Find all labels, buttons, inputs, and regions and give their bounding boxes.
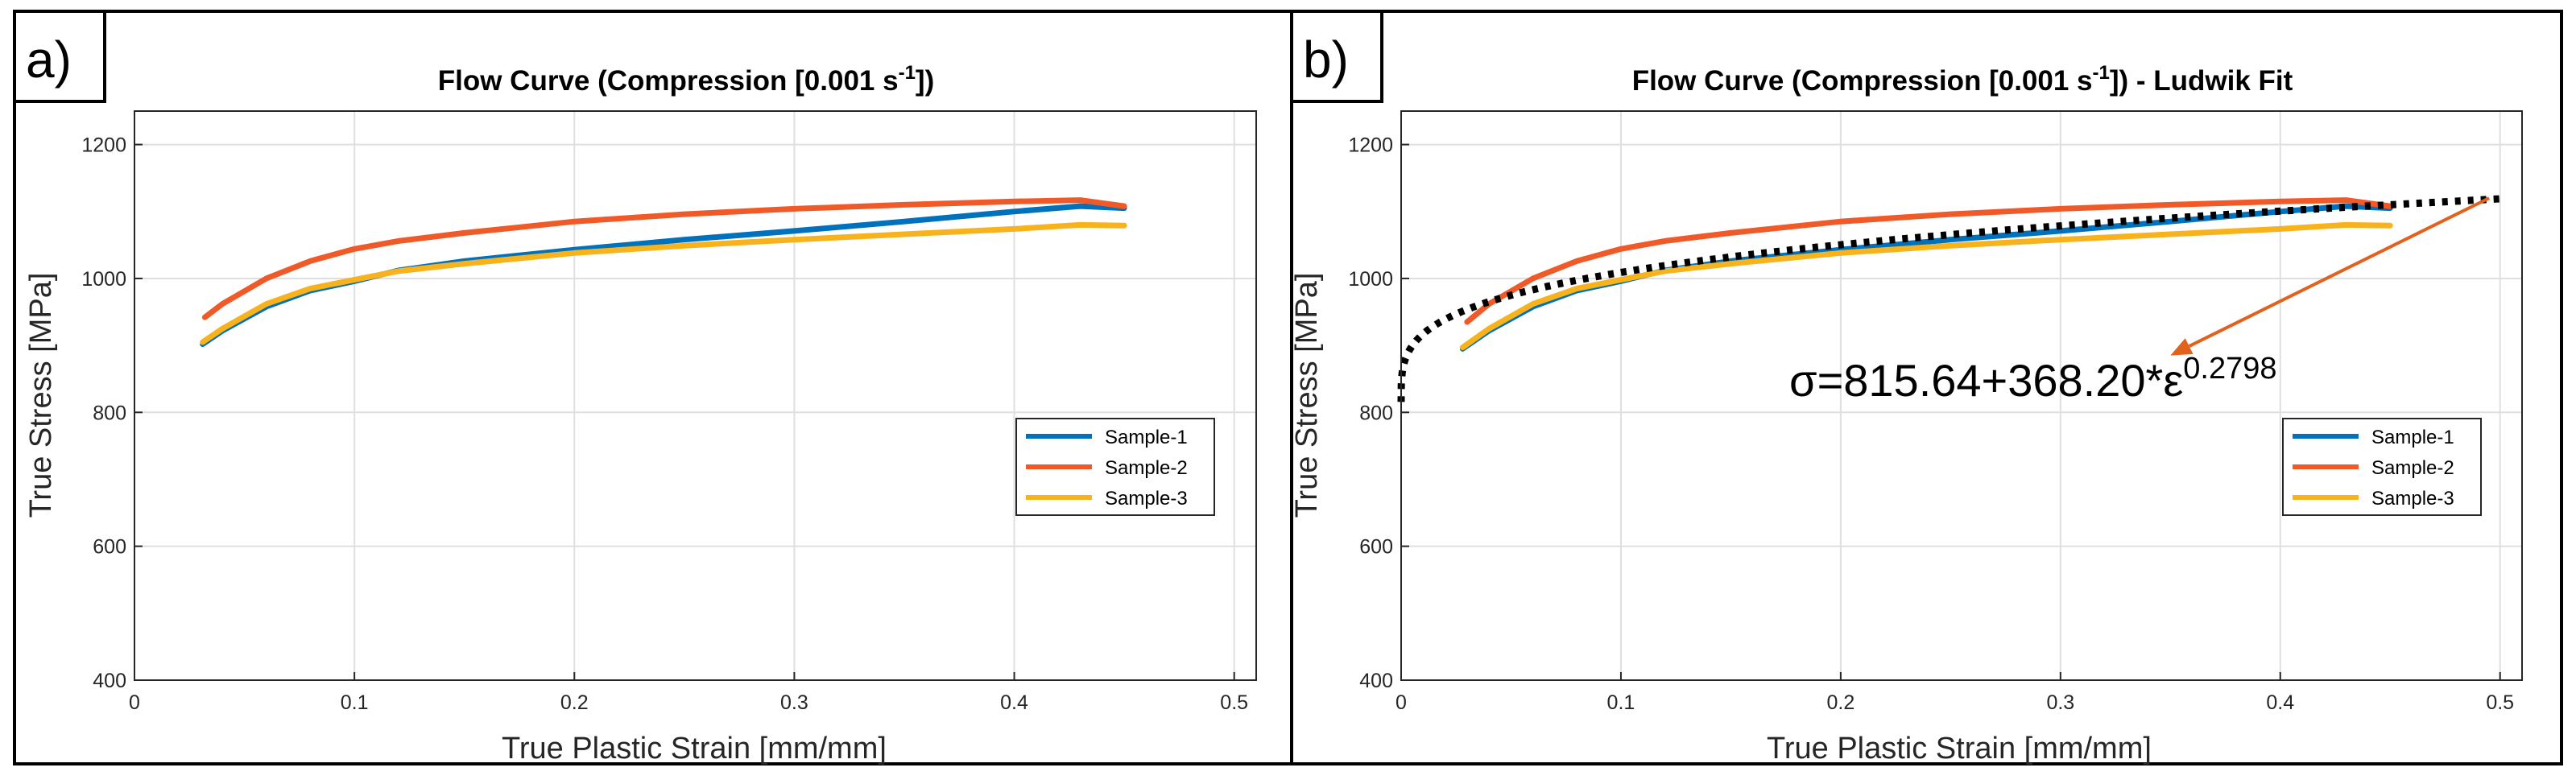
panel-b-title-tail: ]) - Ludwik Fit — [2110, 65, 2293, 97]
panel-b-fit — [1397, 195, 2500, 402]
panel-b-xtick-label: 0.5 — [2486, 691, 2514, 714]
panel-b-ylabel: True Stress [MPa] — [1290, 273, 1324, 518]
panel-b-xtick-label: 0.1 — [1607, 691, 1635, 714]
panel-a-label: a) — [26, 31, 72, 89]
panel-a-grid — [134, 111, 1256, 681]
panel-b-xtick-label: 0.3 — [2046, 691, 2074, 714]
panel-a-ytick-label: 600 — [93, 536, 126, 559]
panel-a-ytick-label: 800 — [93, 402, 126, 424]
panel-b-tag-box — [1290, 10, 1383, 103]
panel-a-ylabel: True Stress [MPa] — [24, 273, 58, 518]
panel-b: b) Flow Curve (Compression [0.001 s-1]) … — [1290, 10, 2563, 765]
panel-b-ytick-label: 800 — [1359, 402, 1393, 424]
panel-b-xtick-label: 0 — [1396, 691, 1407, 714]
panel-a-ytick-label: 1000 — [81, 268, 126, 291]
panel-b-title-sup: -1 — [2093, 62, 2110, 84]
panel-b-legend: Sample-1 Sample-2 Sample-3 — [2282, 418, 2482, 516]
panel-b-series-sample-2 — [1464, 197, 2393, 325]
panel-a-xtick-label: 0.3 — [780, 691, 808, 714]
fit-equation-exponent: 0.2798 — [2183, 352, 2276, 386]
panel-a-ytick-label: 1200 — [81, 134, 126, 157]
panel-b-xtick-label: 0.2 — [1826, 691, 1854, 714]
panel-b-legend-entry-1: Sample-1 — [2371, 427, 2454, 448]
panel-a-series-sample-2 — [201, 197, 1127, 320]
panel-a-xlabel: True Plastic Strain [mm/mm] — [502, 732, 887, 765]
panel-a-series — [200, 197, 1127, 347]
panel-b-legend-entry-3: Sample-3 — [2371, 488, 2454, 510]
panel-b-ytick-label: 600 — [1359, 536, 1393, 559]
panel-a-title: Flow Curve (Compression [0.001 s-1]) — [438, 62, 934, 97]
panel-a-plot-area — [134, 111, 1256, 680]
panel-b-frame — [1290, 10, 2563, 765]
panel-b-legend-entry-2: Sample-2 — [2371, 457, 2454, 479]
panel-b-series — [1459, 197, 2393, 352]
panel-b-ytick-label: 1200 — [1348, 134, 1393, 157]
panel-a-title-main: Flow Curve (Compression [0.001 s — [438, 65, 899, 97]
panel-a-legend-entry-2: Sample-2 — [1105, 457, 1188, 479]
panel-b-ticks: 0 0.1 0.2 0.3 0.4 0.5 400 600 800 1000 1200 — [1348, 134, 2514, 714]
panel-b-title: Flow Curve (Compression [0.001 s-1]) - L… — [1632, 62, 2293, 97]
panel-a: a) Flow Curve (Compression [0.001 s-1]) … — [13, 10, 1293, 765]
panel-b-axes — [1400, 110, 2523, 681]
panel-b-series-sample-3 — [1459, 221, 2393, 351]
panel-a-tag-box — [13, 10, 106, 103]
panel-a-ytick-label: 400 — [93, 670, 126, 692]
fit-equation-main: σ=815.64+368.20*ε — [1789, 355, 2183, 406]
panel-b-title-main: Flow Curve (Compression [0.001 s — [1632, 65, 2093, 97]
panel-a-xtick-label: 0.4 — [1000, 691, 1028, 714]
panel-a-ticks: 0 0.1 0.2 0.3 0.4 0.5 400 600 800 1000 1200 — [81, 134, 1248, 714]
panel-b-xlabel: True Plastic Strain [mm/mm] — [1767, 732, 2152, 765]
panel-a-legend-entry-1: Sample-1 — [1105, 427, 1188, 448]
panel-a-axes — [134, 110, 1257, 681]
panel-a-title-tail: ]) — [916, 65, 934, 97]
panel-a-xtick-label: 0.2 — [560, 691, 589, 714]
panel-b-label: b) — [1303, 31, 1349, 89]
panel-a-title-sup: -1 — [899, 62, 916, 84]
panel-a-legend: Sample-1 Sample-2 Sample-3 — [1015, 418, 1215, 516]
panel-b-ytick-label: 400 — [1359, 670, 1393, 692]
panel-a-xtick-label: 0 — [129, 691, 140, 714]
panel-a-series-sample-3 — [200, 221, 1127, 345]
fit-equation: σ=815.64+368.20*ε0.2798 — [1789, 352, 2277, 406]
panel-b-ytick-label: 1000 — [1348, 268, 1393, 291]
panel-a-xtick-label: 0.5 — [1220, 691, 1248, 714]
fit-arrow-head — [2170, 338, 2194, 356]
panel-b-xtick-label: 0.4 — [2266, 691, 2294, 714]
fit-arrow-line — [2188, 196, 2490, 348]
panel-a-legend-entry-3: Sample-3 — [1105, 488, 1188, 510]
panel-a-xtick-label: 0.1 — [341, 691, 369, 714]
ludwik-fit-line — [1397, 195, 2500, 402]
